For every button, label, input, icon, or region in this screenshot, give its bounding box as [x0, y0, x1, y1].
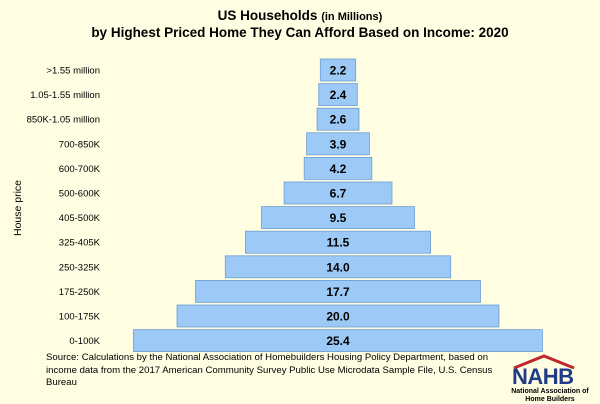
data-label-cat-4: 11.5: [327, 236, 350, 250]
data-label-cat-8: 3.9: [330, 137, 347, 151]
data-label-cat-6: 6.7: [330, 187, 347, 201]
bar-cat-2: [195, 279, 481, 303]
logo-subtext: National Association of Home Builders: [511, 388, 589, 403]
bar-cat-3: [224, 255, 452, 279]
y-axis-title: House price: [12, 180, 24, 236]
bar-cat-5: [261, 206, 415, 230]
chart-title: US Households (in Millions) by Highest P…: [0, 8, 600, 41]
bar-cat-0: [133, 329, 543, 353]
tick-label-cat-5: 405-500K: [59, 213, 101, 224]
bar-cat-9: [316, 107, 360, 131]
data-label-cat-2: 17.7: [326, 285, 350, 299]
tick-label-cat-4: 325-405K: [59, 238, 101, 249]
chart-subtitle: by Highest Priced Home They Can Afford B…: [91, 25, 509, 40]
tick-label-cat-10: 1.05-1.55 million: [30, 90, 100, 101]
data-label-cat-1: 20.0: [326, 310, 350, 324]
tick-label-cat-0: 0-100K: [69, 336, 100, 347]
data-label-cat-3: 14.0: [326, 260, 350, 274]
tick-label-cat-7: 600-700K: [59, 164, 101, 175]
bar-cat-11: [319, 58, 357, 82]
source-note: Source: Calculations by the National Ass…: [46, 352, 493, 388]
tick-label-cat-6: 500-600K: [59, 189, 101, 200]
bar-cat-8: [306, 132, 370, 156]
bar-cat-7: [303, 156, 373, 180]
tick-label-cat-9: 850K-1.05 million: [27, 115, 100, 126]
tick-label-cat-2: 175-250K: [59, 287, 101, 298]
tick-label-cat-8: 700-850K: [59, 139, 101, 150]
data-label-cat-11: 2.2: [330, 64, 347, 78]
logo-roof-icon: [513, 354, 575, 370]
chart-title-main: US Households: [217, 8, 318, 23]
chart-title-suffix: (in Millions): [321, 11, 383, 23]
nahb-logo: NAHB National Association of Home Builde…: [506, 354, 589, 403]
data-label-cat-9: 2.6: [330, 113, 347, 127]
bar-cat-4: [244, 230, 431, 254]
tick-label-cat-1: 100-175K: [59, 312, 101, 323]
bar-cat-1: [176, 304, 500, 328]
data-label-cat-5: 9.5: [330, 211, 347, 225]
tick-label-cat-3: 250-325K: [59, 262, 101, 273]
data-label-cat-0: 25.4: [326, 334, 350, 348]
logo-wordmark: NAHB: [512, 364, 574, 389]
data-label-cat-10: 2.4: [330, 88, 347, 102]
tick-label-cat-11: >1.55 million: [46, 66, 100, 77]
bar-cat-10: [318, 83, 358, 106]
bar-cat-6: [283, 181, 393, 205]
data-label-cat-7: 4.2: [330, 162, 347, 176]
